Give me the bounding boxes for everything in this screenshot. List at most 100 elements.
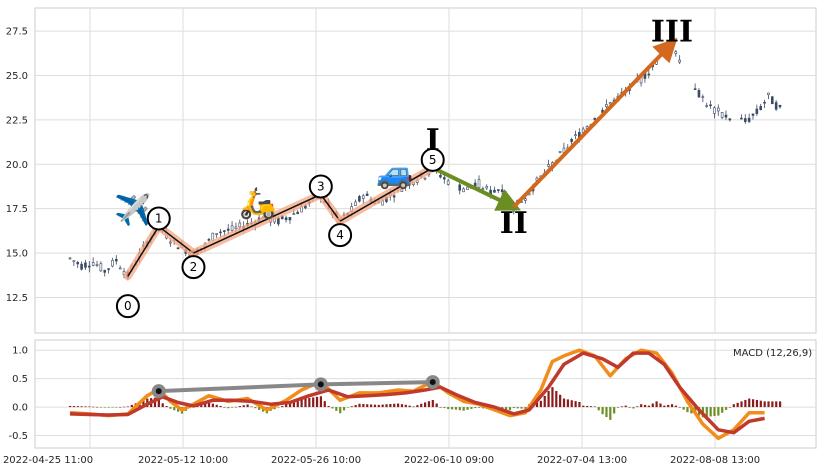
wave-marker-label: 5 (429, 153, 437, 167)
macd-histogram-bar (72, 406, 76, 408)
candle-body (392, 195, 396, 198)
wave-marker-circle (146, 206, 171, 231)
macd-histogram-bar (748, 398, 751, 408)
macd-histogram-bar (142, 400, 145, 408)
wave-segment (158, 225, 194, 254)
macd-histogram-bar (724, 407, 728, 410)
macd-histogram-bar (478, 407, 481, 408)
macd-histogram-bar (439, 407, 442, 408)
macd-histogram-bar (667, 404, 670, 408)
macd-histogram-bar (775, 401, 778, 408)
candle-body (485, 186, 489, 189)
macd-histogram-bar (92, 406, 95, 408)
macd-histogram-bar (242, 405, 245, 408)
macd-histogram-bar (570, 400, 573, 408)
macd-histogram-bar (169, 407, 172, 409)
macd-histogram-bar (582, 405, 585, 408)
candle-body (91, 262, 95, 266)
candle-body (423, 177, 427, 180)
macd-histogram-bar (123, 406, 126, 408)
macd-histogram-bar (207, 401, 211, 408)
wave-segment (127, 226, 160, 277)
candle-body (593, 117, 597, 120)
macd-histogram-bar (717, 407, 720, 416)
candle-body (442, 177, 446, 180)
candle-body (705, 105, 708, 107)
candle-body (570, 138, 573, 142)
candle-body (743, 118, 747, 122)
candle-body (115, 258, 118, 262)
macd-histogram-bar (616, 407, 620, 408)
candle-body (716, 107, 720, 112)
macd-histogram-bar (555, 390, 558, 408)
macd-histogram-bar (238, 406, 241, 408)
emoji-icon: ✈️ (114, 191, 151, 228)
macd-histogram-bar (547, 390, 550, 408)
macd-histogram-bar (377, 404, 380, 408)
macd-histogram-bar (624, 405, 627, 408)
wave-marker-circle (115, 294, 140, 319)
macd-histogram-bar (231, 407, 234, 408)
macd-histogram-bar (744, 399, 747, 408)
macd-histogram-bar (331, 407, 334, 409)
macd-histogram-bar (165, 406, 168, 408)
macd-histogram-bar (732, 404, 735, 408)
candle-body (215, 233, 218, 235)
wave-marker-circle (420, 147, 445, 172)
candle-body (524, 198, 527, 201)
candle-body (724, 114, 728, 118)
candle-body (446, 180, 450, 185)
macd-histogram-bar (420, 403, 423, 408)
wave-marker-circle (328, 223, 353, 248)
macd-histogram-bar (107, 407, 110, 408)
macd-histogram-bar (443, 407, 446, 409)
divergence-point-center (317, 381, 324, 388)
candle-body (99, 263, 103, 272)
macd-histogram-bar (292, 401, 296, 408)
wave-marker-label: 1 (155, 211, 163, 225)
wave-segment (193, 193, 322, 254)
macd-histogram-bar (458, 407, 461, 411)
x-tick-label: 2022-05-12 10:00 (138, 455, 228, 466)
macd-histogram-bar (759, 400, 762, 408)
main-y-tick-labels: 12.5 15.0 17.5 20.0 22.5 25.0 27.5 (6, 27, 28, 304)
y-tick-label: 27.5 (6, 27, 28, 38)
macd-histogram-bar (246, 404, 249, 408)
macd-histogram-bar (103, 407, 106, 408)
candle-body (234, 226, 238, 229)
macd-histogram-bar (115, 407, 118, 408)
macd-histogram-bar (396, 403, 400, 408)
macd-histogram-bar (404, 404, 407, 408)
macd-histogram-bar (254, 407, 257, 409)
candle-body (111, 260, 114, 267)
macd-histogram-bar (300, 398, 303, 408)
macd-histogram-bar (763, 401, 766, 408)
candle-body (774, 102, 778, 110)
macd-histogram-bar (605, 407, 608, 418)
macd-histogram-bar (678, 407, 681, 408)
macd-histogram-bar (574, 401, 577, 408)
macd-histogram-bar (524, 407, 527, 409)
macd-histogram-bar (339, 407, 342, 414)
candle-body (219, 231, 222, 234)
macd-histogram-bar (369, 404, 373, 408)
candle-body (277, 217, 280, 225)
macd-histogram-bar (69, 405, 72, 408)
macd-histogram-bar (126, 406, 130, 408)
candle-body (581, 128, 585, 133)
macd-histogram-bar (350, 406, 353, 408)
candle-body (462, 188, 465, 193)
macd-histogram-bar (559, 394, 562, 408)
macd-histogram-bar (381, 404, 384, 408)
macd-histogram-bar (512, 407, 515, 409)
candle-body (605, 104, 608, 107)
candle-body (763, 101, 766, 104)
macd-histogram-bar (296, 399, 299, 408)
macd-histogram-bar (609, 407, 612, 420)
macd-histogram-bar (99, 407, 103, 408)
macd-histogram-bar (400, 404, 404, 408)
y-tick-label: 0.5 (12, 374, 28, 385)
y-tick-label: 20.0 (6, 160, 28, 171)
candle-body (176, 247, 180, 250)
macd-histogram-bar (447, 407, 450, 410)
